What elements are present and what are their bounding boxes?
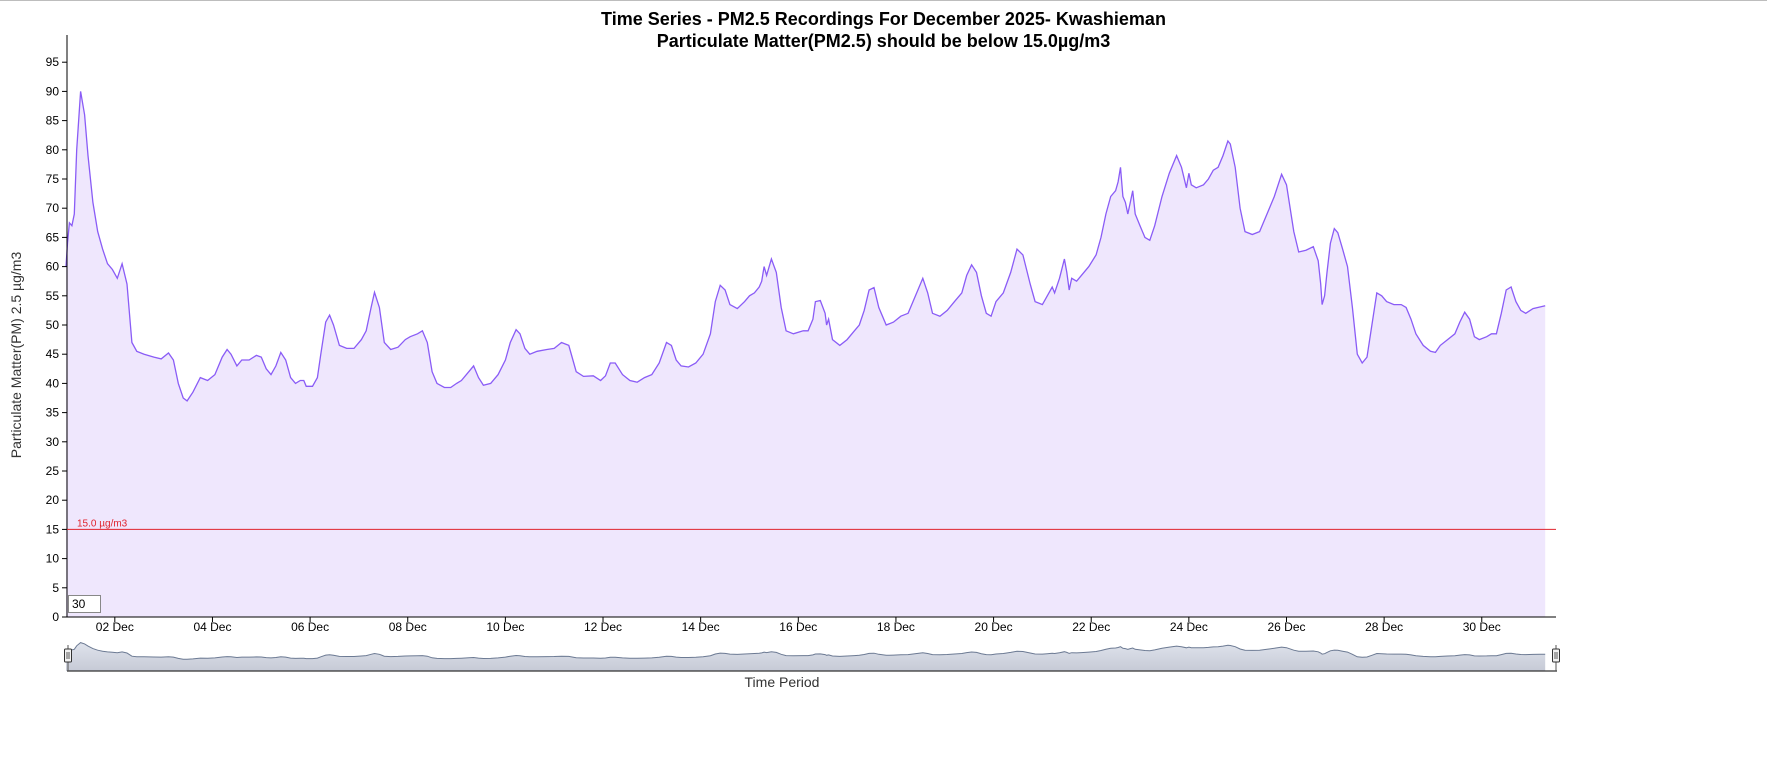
x-tick-label: 14 Dec xyxy=(682,620,720,634)
x-tick-label: 18 Dec xyxy=(877,620,915,634)
x-tick-label: 02 Dec xyxy=(96,620,134,634)
y-tick-label: 90 xyxy=(46,84,60,98)
y-tick-label: 25 xyxy=(46,464,60,478)
y-tick-label: 20 xyxy=(46,493,60,507)
x-tick-label: 26 Dec xyxy=(1267,620,1305,634)
y-tick-label: 80 xyxy=(46,143,60,157)
y-tick-label: 15 xyxy=(46,522,60,536)
y-tick-label: 10 xyxy=(46,552,60,566)
series-line xyxy=(65,91,1546,402)
series-area xyxy=(66,91,1546,617)
x-tick-label: 10 Dec xyxy=(486,620,524,634)
x-tick-label: 08 Dec xyxy=(389,620,427,634)
x-tick-label: 12 Dec xyxy=(584,620,622,634)
x-tick-label: 28 Dec xyxy=(1365,620,1403,634)
y-tick-label: 55 xyxy=(46,289,60,303)
chart-title: Time Series - PM2.5 Recordings For Decem… xyxy=(601,9,1166,29)
y-tick-label: 75 xyxy=(46,172,60,186)
navigator-handle-left[interactable] xyxy=(64,648,72,663)
range-input[interactable]: 30 xyxy=(68,595,101,613)
navigator-handle-right[interactable] xyxy=(1552,648,1560,663)
y-tick-label: 30 xyxy=(46,435,60,449)
x-tick-label: 22 Dec xyxy=(1072,620,1110,634)
x-tick-label: 06 Dec xyxy=(291,620,329,634)
y-tick-label: 60 xyxy=(46,260,60,274)
y-tick-label: 50 xyxy=(46,318,60,332)
navigator-line xyxy=(65,642,1546,660)
y-tick-label: 95 xyxy=(46,55,60,69)
navigator-area xyxy=(66,642,1546,671)
y-tick-label: 85 xyxy=(46,114,60,128)
y-tick-label: 5 xyxy=(52,581,59,595)
x-tick-label: 20 Dec xyxy=(975,620,1013,634)
y-tick-label: 35 xyxy=(46,406,60,420)
x-tick-label: 24 Dec xyxy=(1170,620,1208,634)
y-axis-label: Particulate Matter(PM) 2.5 µg/m3 xyxy=(8,252,24,459)
y-tick-label: 0 xyxy=(52,610,59,624)
y-tick-label: 45 xyxy=(46,347,60,361)
y-tick-label: 65 xyxy=(46,230,60,244)
y-tick-label: 70 xyxy=(46,201,60,215)
x-tick-label: 16 Dec xyxy=(779,620,817,634)
threshold-label: 15.0 µg/m3 xyxy=(77,518,128,529)
x-tick-label: 30 Dec xyxy=(1463,620,1501,634)
x-axis-label: Time Period xyxy=(745,674,820,690)
top-border xyxy=(0,0,1767,1)
x-tick-label: 04 Dec xyxy=(193,620,231,634)
y-tick-label: 40 xyxy=(46,376,60,390)
chart-subtitle: Particulate Matter(PM2.5) should be belo… xyxy=(656,31,1111,51)
